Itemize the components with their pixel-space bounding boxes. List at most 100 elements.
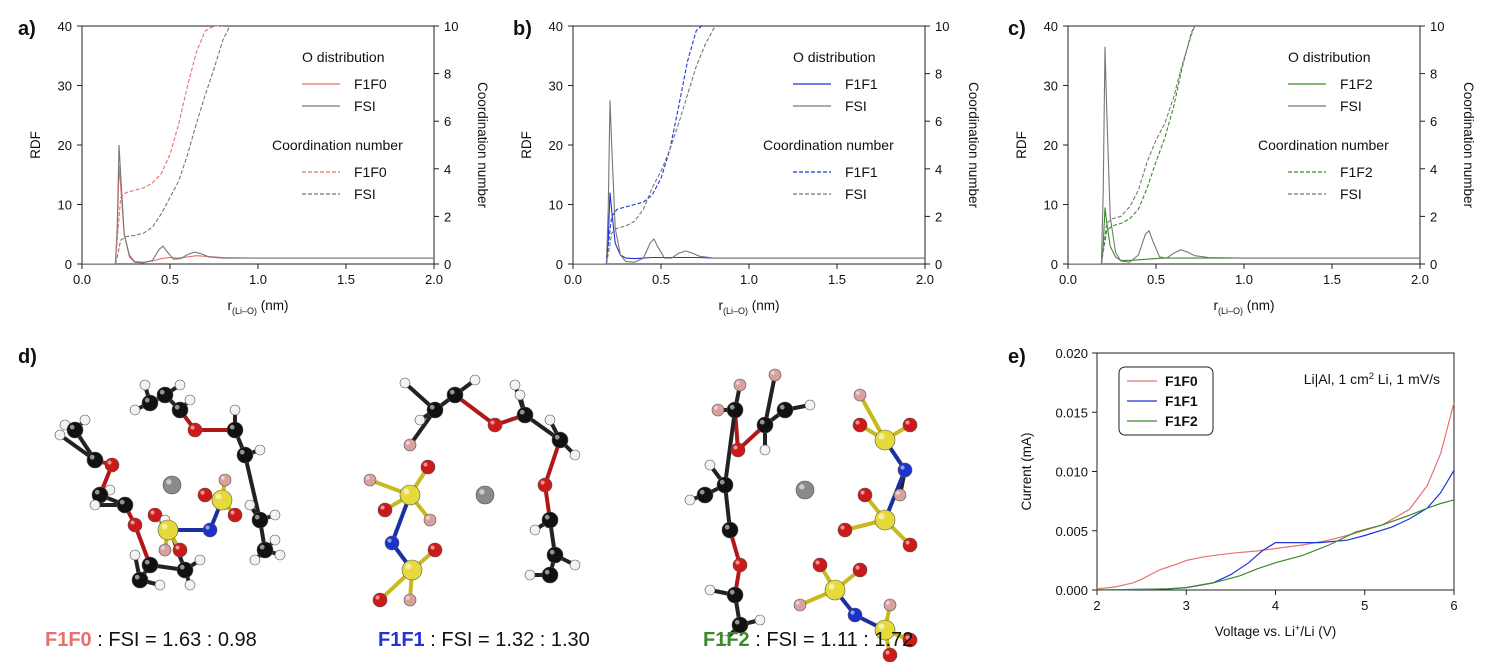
caption-f1f2: F1F2 : FSI = 1.11 : 1.72 xyxy=(703,629,913,651)
legend-label-cn-target: F1F1 xyxy=(845,164,878,180)
atom-highlight xyxy=(905,635,910,640)
legend-label-rdf-fsi: FSI xyxy=(1340,98,1362,114)
x-axis-label-main: r xyxy=(227,298,232,313)
hydrogen-atom xyxy=(704,459,716,471)
atom-highlight xyxy=(886,601,890,605)
atom-highlight xyxy=(251,556,255,560)
atom-highlight xyxy=(91,501,95,505)
atom-highlight xyxy=(719,479,725,485)
x-tick-label: 2 xyxy=(1093,598,1100,613)
atom-highlight xyxy=(375,595,380,600)
y-left-tick-label: 30 xyxy=(1044,79,1058,94)
atom-highlight xyxy=(736,381,740,385)
x-axis-label-sup: + xyxy=(1295,623,1300,633)
x-tick-label: 1.0 xyxy=(249,272,267,287)
hydrogen-atom xyxy=(174,379,186,391)
legend-label-rdf-fsi: FSI xyxy=(845,98,867,114)
y-right-tick-label: 2 xyxy=(444,209,451,224)
caption-f1f0-ratio: : FSI = 1.63 : 0.98 xyxy=(92,629,257,651)
oxygen-atom xyxy=(852,417,868,433)
atom-highlight xyxy=(516,391,520,395)
atom-highlight xyxy=(699,489,705,495)
sulfur-atom xyxy=(399,484,421,506)
y-right-tick-label: 0 xyxy=(444,257,451,272)
oxygen-atom xyxy=(487,417,503,433)
oxygen-atom xyxy=(837,522,853,538)
series-f1f0-line xyxy=(1096,402,1455,590)
carbon-atom xyxy=(446,386,464,404)
y-right-tick-label: 4 xyxy=(1430,162,1437,177)
atom-highlight xyxy=(179,564,185,570)
atom-highlight xyxy=(423,462,428,467)
y-right-tick-label: 6 xyxy=(444,114,451,129)
hydrogen-atom xyxy=(229,404,241,416)
hydrogen-atom xyxy=(684,494,696,506)
legend-title-coordination: Coordination number xyxy=(272,137,403,153)
series-fsi-rdf-line xyxy=(1068,46,1420,264)
bond xyxy=(763,373,777,427)
legend-title-coordination: Coordination number xyxy=(763,137,894,153)
atom-highlight xyxy=(186,396,190,400)
fluorine-atom xyxy=(793,598,807,612)
atom-highlight xyxy=(119,499,125,505)
atom-highlight xyxy=(878,433,885,440)
y-tick-label: 0.010 xyxy=(1055,465,1088,480)
caption-f1f1-name: F1F1 xyxy=(378,629,425,651)
atom-highlight xyxy=(161,546,165,550)
x-axis-label-pre: Voltage vs. Li xyxy=(1215,624,1295,639)
atom-highlight xyxy=(271,511,275,515)
atom-highlight xyxy=(554,434,560,440)
x-tick-label: 1.5 xyxy=(1323,272,1341,287)
legend-label-cn-fsi: FSI xyxy=(845,186,867,202)
fluorine-atom xyxy=(158,543,172,557)
atom-highlight xyxy=(131,551,135,555)
atom-highlight xyxy=(429,404,435,410)
y-left-tick-label: 0 xyxy=(556,257,563,272)
atom-highlight xyxy=(779,404,785,410)
atom-highlight xyxy=(430,545,435,550)
hydrogen-atom xyxy=(414,414,426,426)
atom-highlight xyxy=(735,560,740,565)
fluorine-atom xyxy=(403,438,417,452)
y-left-tick-label: 10 xyxy=(1044,198,1058,213)
atom-highlight xyxy=(840,525,845,530)
sulfur-atom xyxy=(211,489,233,511)
carbon-atom xyxy=(256,541,274,559)
x-tick-label: 2.0 xyxy=(425,272,443,287)
y-left-tick-label: 30 xyxy=(58,79,72,94)
y-right-tick-label: 0 xyxy=(935,257,942,272)
atom-highlight xyxy=(549,549,555,555)
hydrogen-atom xyxy=(254,444,266,456)
x-tick-label: 1.0 xyxy=(1235,272,1253,287)
atom-highlight xyxy=(490,420,495,425)
oxygen-atom xyxy=(172,542,188,558)
series-f1f0-rdf-line xyxy=(82,165,434,264)
bond xyxy=(243,453,262,522)
atom-highlight xyxy=(905,540,910,545)
fluorine-atom xyxy=(733,378,747,392)
panel-letter-e: e) xyxy=(1008,346,1026,368)
fluorine-atom xyxy=(363,473,377,487)
atom-highlight xyxy=(540,480,545,485)
sulfur-atom xyxy=(401,559,423,581)
atom-highlight xyxy=(526,571,530,575)
y-right-tick-label: 2 xyxy=(935,209,942,224)
y-axis-label-left: RDF xyxy=(28,131,43,159)
y-left-tick-label: 40 xyxy=(58,19,72,34)
y-left-tick-label: 10 xyxy=(58,198,72,213)
atom-highlight xyxy=(141,381,145,385)
atom-highlight xyxy=(186,581,190,585)
atom-highlight xyxy=(56,431,60,435)
hydrogen-atom xyxy=(469,374,481,386)
atom-highlight xyxy=(94,489,100,495)
hydrogen-atom xyxy=(569,449,581,461)
x-axis-label: r(Li–O) (nm) xyxy=(1213,298,1274,316)
series-fsi-rdf-line xyxy=(82,144,434,264)
carbon-atom xyxy=(176,561,194,579)
fluorine-atom xyxy=(423,513,437,527)
y-right-tick-label: 10 xyxy=(935,19,949,34)
hydrogen-atom xyxy=(269,534,281,546)
hydrogen-atom xyxy=(184,579,196,591)
atom-highlight xyxy=(761,446,765,450)
